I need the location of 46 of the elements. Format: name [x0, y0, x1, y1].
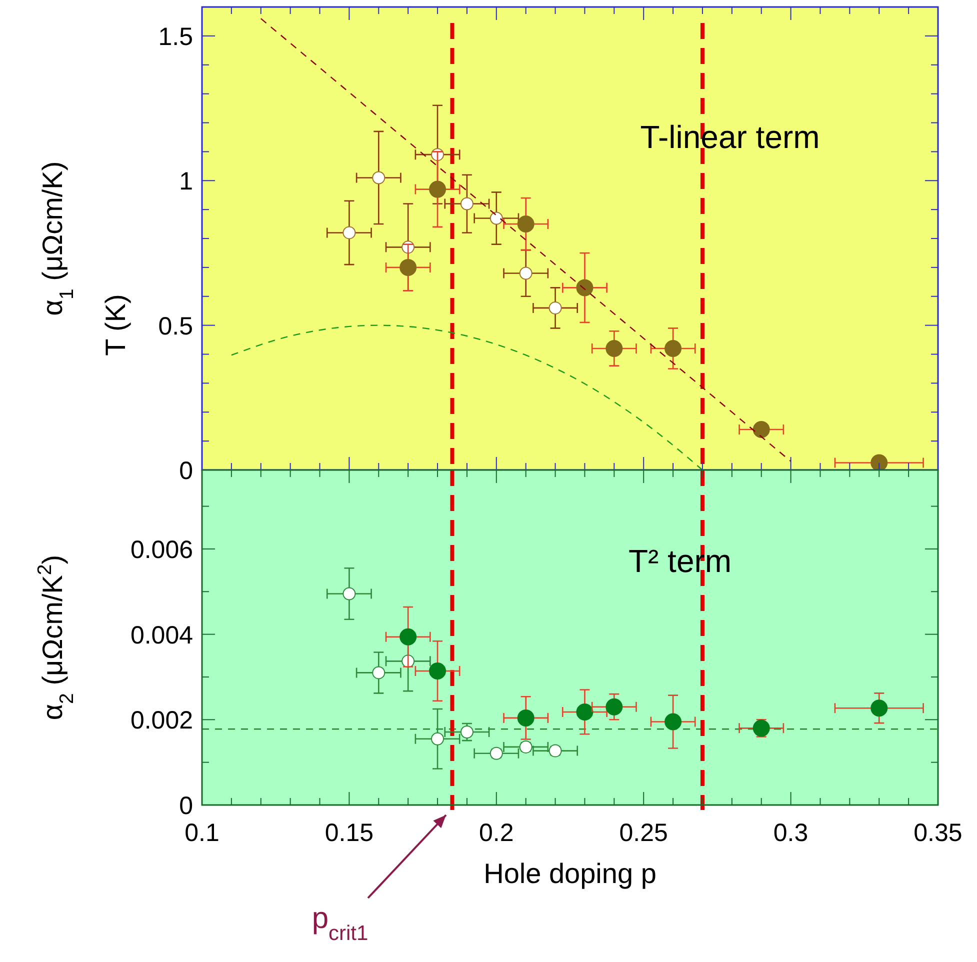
x-tick-label: 0.25: [619, 819, 668, 847]
point: [870, 700, 888, 717]
point: [752, 720, 770, 737]
point: [870, 454, 888, 472]
point: [576, 703, 594, 720]
point: [429, 662, 446, 680]
point: [400, 258, 417, 276]
point: [372, 666, 386, 680]
point: [519, 266, 532, 280]
y-tick-label: 0.002: [130, 706, 193, 735]
point: [400, 628, 417, 646]
x-tick-label: 0.15: [324, 819, 374, 847]
point: [460, 197, 474, 210]
line-series: [230, 324, 704, 471]
point: [460, 726, 474, 739]
x-tick-label: 0.2: [479, 819, 514, 847]
y-tick-label: 0: [179, 792, 193, 820]
point: [664, 340, 682, 357]
point: [606, 698, 623, 716]
y-tick-label: 1: [179, 168, 193, 196]
point: [372, 171, 386, 184]
point: [606, 340, 623, 357]
y-tick-label: 0.006: [130, 536, 193, 564]
point: [576, 279, 594, 296]
y-tick-label: 1.5: [158, 22, 193, 51]
x-tick-label: 0.35: [914, 819, 962, 847]
point: [431, 732, 444, 746]
point: [752, 420, 770, 438]
annotation: T² term: [628, 543, 732, 579]
point: [517, 709, 534, 726]
text: T (K): [100, 294, 131, 356]
point: [664, 713, 682, 730]
y-tick-label: 0.5: [158, 312, 193, 340]
y-tick-label: 0: [179, 457, 193, 485]
text: p$_{crit1}$: [312, 902, 368, 944]
point: [490, 212, 503, 225]
point: [342, 587, 356, 600]
point: [548, 301, 562, 314]
point: [517, 216, 534, 233]
annotation: T-linear term: [640, 119, 820, 155]
point: [429, 180, 446, 198]
point: [342, 226, 356, 240]
x-axis-title: Hole doping p: [484, 858, 656, 889]
y-tick-label: 0.004: [130, 621, 194, 650]
x-tick-label: 0.3: [773, 819, 808, 847]
x-tick-label: 0.1: [184, 819, 220, 847]
